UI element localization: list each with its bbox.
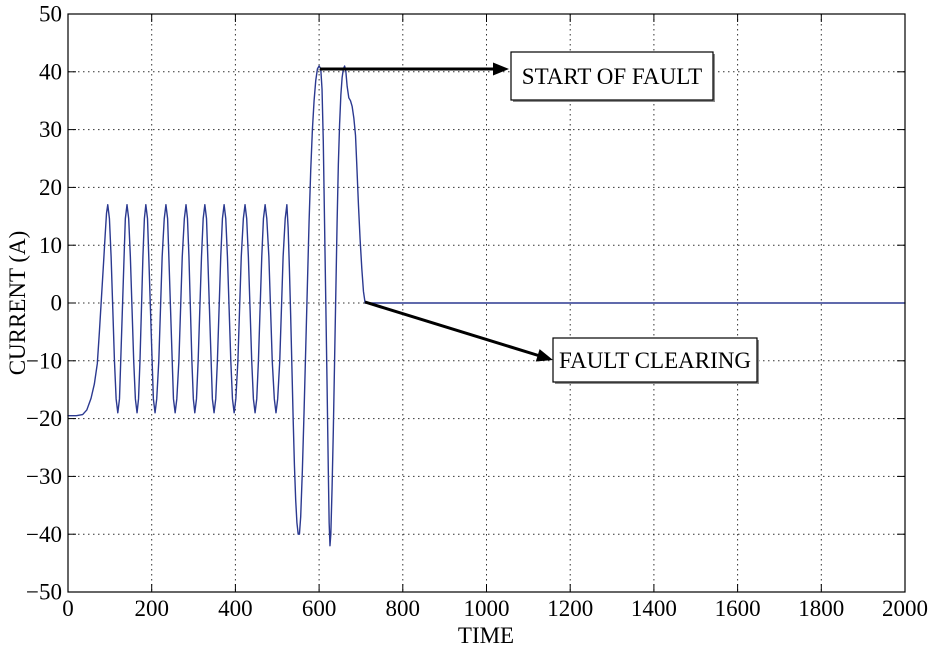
annotation-box xyxy=(510,51,714,101)
x-tick-label: 1800 xyxy=(798,596,844,621)
annotation-arrow-line xyxy=(364,300,541,358)
y-tick-label: 40 xyxy=(39,59,62,84)
grid-lines xyxy=(68,14,905,592)
arrowhead-icon xyxy=(493,62,509,76)
x-axis-label: TIME xyxy=(458,623,514,648)
annotation-start-of-fault: START OF FAULT xyxy=(320,51,715,102)
y-tick-label: 30 xyxy=(39,117,62,142)
y-tick-label: −50 xyxy=(26,580,62,605)
y-tick-label: 0 xyxy=(51,291,63,316)
x-tick-label: 2000 xyxy=(882,596,928,621)
axis-ticks xyxy=(67,13,906,593)
annotation-text: FAULT CLEARING xyxy=(559,348,751,373)
x-tick-label: 1200 xyxy=(547,596,593,621)
series-line xyxy=(67,65,906,547)
x-tick-labels: 0 200 400 600 800 1000 1200 1400 1600 1800 2000 xyxy=(62,596,928,621)
x-tick-label: 200 xyxy=(134,596,169,621)
x-tick-label: 400 xyxy=(218,596,253,621)
x-tick-label: 0 xyxy=(62,596,74,621)
arrowhead-icon xyxy=(535,349,553,362)
annotation-text: START OF FAULT xyxy=(522,64,702,89)
y-tick-labels: 50 40 30 20 10 0 −10 −20 −30 −40 −50 xyxy=(26,2,62,605)
y-tick-label: −10 xyxy=(26,348,62,373)
annotation-box xyxy=(552,337,758,383)
y-tick-label: −40 xyxy=(26,522,62,547)
x-tick-label: 600 xyxy=(302,596,337,621)
x-tick-label: 1600 xyxy=(715,596,761,621)
y-tick-label: 20 xyxy=(39,175,62,200)
annotation-fault-clearing: FAULT CLEARING xyxy=(364,300,759,384)
y-tick-label: −30 xyxy=(26,464,62,489)
x-tick-label: 1400 xyxy=(631,596,677,621)
y-tick-label: −20 xyxy=(26,406,62,431)
y-axis-label: CURRENT (A) xyxy=(5,231,30,376)
y-tick-label: 50 xyxy=(39,2,62,27)
x-tick-label: 1000 xyxy=(464,596,510,621)
x-tick-label: 800 xyxy=(386,596,421,621)
plot-frame xyxy=(67,13,906,593)
y-tick-label: 10 xyxy=(39,233,62,258)
